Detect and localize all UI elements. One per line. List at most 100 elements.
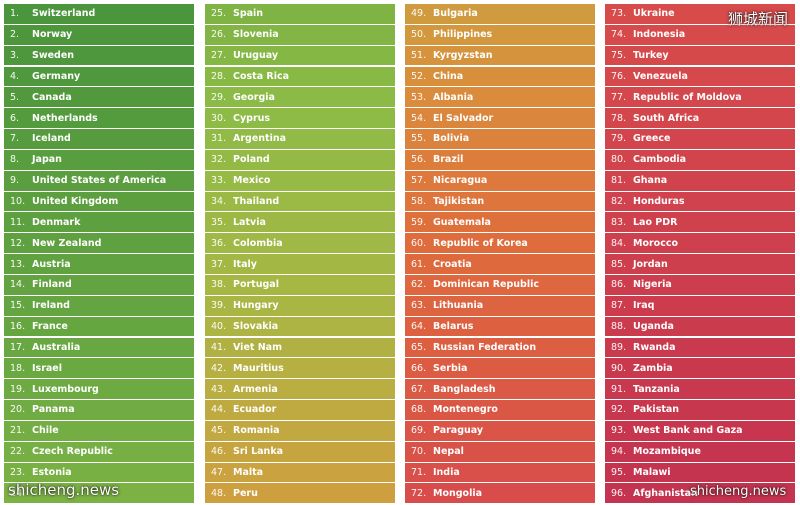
rank-number: 78.	[611, 112, 627, 124]
country-name: El Salvador	[433, 112, 494, 124]
country-name: Viet Nam	[233, 341, 282, 353]
ranking-row: 25. Spain	[205, 4, 395, 24]
ranking-row: 9. United States of America	[4, 170, 194, 191]
country-name: Republic of Korea	[433, 237, 528, 249]
rank-number: 48.	[211, 487, 227, 499]
rank-number: 49.	[411, 8, 427, 20]
country-name: Albania	[433, 91, 474, 103]
country-name: Portugal	[233, 279, 279, 291]
ranking-row: 39. Hungary	[205, 295, 395, 316]
rank-number: 19.	[10, 383, 26, 395]
country-name: Norway	[32, 29, 73, 41]
ranking-row: 20. Panama	[4, 400, 194, 420]
ranking-row: 8. Japan	[4, 149, 194, 170]
ranking-row: 86. Nigeria	[605, 274, 795, 295]
country-name: Sweden	[32, 50, 75, 62]
ranking-row: 77. Republic of Moldova	[605, 87, 795, 108]
country-name: Sri Lanka	[233, 446, 284, 458]
rank-number: 5.	[10, 91, 20, 103]
ranking-row: 82. Honduras	[605, 191, 795, 212]
rank-number: 46.	[211, 446, 227, 458]
ranking-row: 33. Mexico	[205, 170, 395, 191]
rank-number: 63.	[411, 300, 427, 312]
country-name: Republic of Moldova	[633, 91, 742, 103]
rank-number: 21.	[10, 425, 26, 437]
country-name: Georgia	[233, 91, 275, 103]
country-name: Uganda	[633, 321, 674, 333]
rank-number: 53.	[411, 91, 427, 103]
country-name: United States of America	[32, 175, 167, 187]
rank-number: 29.	[211, 91, 227, 103]
country-name: Honduras	[633, 195, 685, 207]
rank-number: 82.	[611, 195, 627, 207]
ranking-row: 85. Jordan	[605, 254, 795, 274]
country-name: Iceland	[32, 133, 71, 145]
rank-number: 87.	[611, 300, 627, 312]
ranking-row: 61. Croatia	[405, 254, 595, 274]
rank-number: 35.	[211, 216, 227, 228]
ranking-row: 28. Costa Rica	[205, 66, 395, 87]
rank-number: 22.	[10, 446, 26, 458]
country-name: Canada	[32, 91, 72, 103]
ranking-row: 56. Brazil	[405, 149, 595, 170]
ranking-row: 47. Malta	[205, 462, 395, 483]
country-name: India	[433, 466, 460, 478]
rank-number: 60.	[411, 237, 427, 249]
rank-number: 2.	[10, 29, 20, 41]
ranking-row: 14. Finland	[4, 274, 194, 295]
country-name: Ukraine	[633, 8, 675, 20]
rank-number: 41.	[211, 341, 227, 353]
rank-number: 57.	[411, 175, 427, 187]
country-name: Ireland	[32, 300, 70, 312]
rank-number: 8.	[10, 154, 20, 166]
ranking-row: 78. South Africa	[605, 108, 795, 129]
rank-number: 11.	[10, 216, 26, 228]
rank-number: 81.	[611, 175, 627, 187]
rank-number: 20.	[10, 404, 26, 416]
country-name: New Zealand	[32, 237, 102, 249]
country-name: Finland	[32, 279, 72, 291]
ranking-row: 15. Ireland	[4, 295, 194, 316]
country-name: Spain	[233, 8, 264, 20]
ranking-row: 18. Israel	[4, 358, 194, 379]
rank-number: 88.	[611, 321, 627, 333]
ranking-row: 48. Peru	[205, 483, 395, 504]
country-name: Rwanda	[633, 341, 676, 353]
ranking-row: 66. Serbia	[405, 358, 595, 379]
country-name: Pakistan	[633, 404, 680, 416]
ranking-column-2: 25. Spain 26. Slovenia 27. Uruguay 28. Costa Ri…	[205, 4, 395, 504]
country-name: Tajikistan	[433, 195, 485, 207]
ranking-row: 21. Chile	[4, 420, 194, 441]
ranking-row: 57. Nicaragua	[405, 170, 595, 191]
country-name: Hungary	[233, 300, 279, 312]
ranking-row: 76. Venezuela	[605, 66, 795, 87]
rank-number: 36.	[211, 237, 227, 249]
ranking-row: 69. Paraguay	[405, 420, 595, 441]
rank-number: 12.	[10, 237, 26, 249]
ranking-row: 62. Dominican Republic	[405, 274, 595, 295]
country-name: Malawi	[633, 466, 671, 478]
ranking-row: 94. Mozambique	[605, 441, 795, 462]
ranking-row: 90. Zambia	[605, 358, 795, 379]
ranking-row: 65. Russian Federation	[405, 337, 595, 358]
country-name: Estonia	[32, 466, 72, 478]
ranking-row: 55. Bolivia	[405, 129, 595, 149]
ranking-row: 40. Slovakia	[205, 316, 395, 337]
country-name: Lithuania	[433, 300, 484, 312]
ranking-row: 12. New Zealand	[4, 233, 194, 254]
country-name: Peru	[233, 487, 258, 499]
country-name: Mongolia	[433, 487, 482, 499]
ranking-row: 23. Estonia	[4, 462, 194, 483]
ranking-row: 36. Colombia	[205, 233, 395, 254]
ranking-row: 68. Montenegro	[405, 400, 595, 420]
rank-number: 28.	[211, 70, 227, 82]
rank-number: 7.	[10, 133, 20, 145]
rank-number: 18.	[10, 362, 26, 374]
country-name: Bolivia	[433, 133, 470, 145]
rank-number: 31.	[211, 133, 227, 145]
ranking-row: 81. Ghana	[605, 170, 795, 191]
rank-number: 27.	[211, 50, 227, 62]
country-name: Morocco	[633, 237, 678, 249]
rank-number: 45.	[211, 425, 227, 437]
rank-number: 73.	[611, 8, 627, 20]
